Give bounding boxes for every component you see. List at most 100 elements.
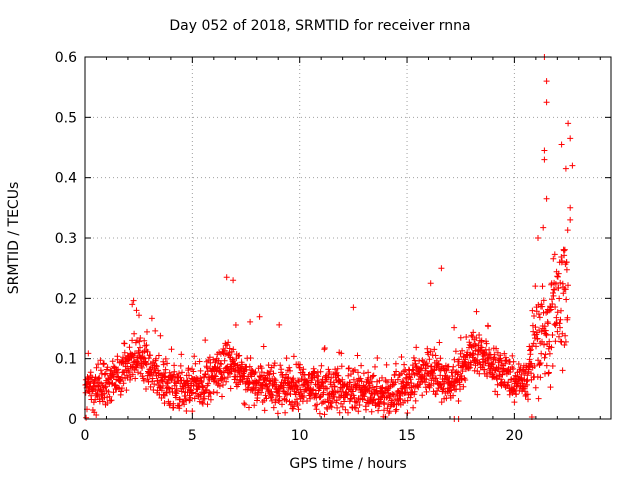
data-point-366	[176, 402, 183, 409]
data-point-993	[338, 350, 345, 357]
data-point-142	[119, 385, 125, 392]
data-point-916	[318, 362, 325, 369]
data-point-498	[210, 389, 217, 395]
data-point-1390	[440, 385, 447, 392]
data-point-1843	[557, 279, 564, 286]
data-point-1782	[541, 354, 548, 361]
data-point-228	[141, 337, 148, 344]
data-point-1042	[350, 376, 357, 383]
data-point-1626	[501, 350, 508, 357]
data-point-1875	[129, 301, 136, 308]
data-point-1735	[529, 307, 536, 314]
data-point-392	[183, 408, 190, 414]
data-point-1837	[555, 270, 562, 277]
data-point-1823	[552, 304, 559, 310]
y-tick-label-2: 0.2	[55, 291, 77, 307]
data-point-1864	[562, 286, 569, 293]
data-point-843	[299, 392, 306, 399]
data-point-424	[191, 395, 198, 402]
data-point-1548	[481, 366, 488, 373]
data-point-655	[251, 402, 258, 409]
data-point-1205	[392, 360, 399, 367]
data-point-1529	[476, 370, 483, 377]
data-point-267	[151, 381, 158, 388]
data-point-1813	[549, 332, 556, 338]
data-point-933	[322, 385, 329, 392]
data-point-1112	[368, 378, 375, 385]
data-point-1044	[351, 394, 358, 401]
data-point-33	[90, 399, 97, 406]
data-point-1207	[393, 406, 400, 413]
data-point-1559	[484, 373, 491, 380]
data-point-1169	[383, 361, 390, 368]
y-tick-label-1: 0.1	[55, 352, 77, 368]
data-point-1732	[528, 360, 535, 367]
data-point-1462	[459, 347, 466, 354]
data-point-715	[266, 371, 273, 378]
data-point-1862	[562, 332, 569, 339]
data-point-1816	[550, 255, 557, 262]
data-point-1759	[535, 395, 542, 402]
data-point-1790	[543, 331, 550, 338]
data-point-1097	[365, 369, 372, 376]
data-point-987	[336, 409, 343, 416]
data-point-1760	[535, 311, 542, 318]
data-point-766	[279, 374, 286, 380]
data-point-204	[135, 369, 141, 376]
data-point-1447	[455, 369, 462, 376]
data-point-1273	[410, 367, 417, 374]
y-tick-label-3: 0.3	[55, 231, 77, 247]
data-point-958	[329, 398, 336, 405]
x-tick-label-0: 0	[81, 428, 90, 444]
data-point-1070	[358, 362, 365, 369]
data-point-641	[247, 355, 254, 361]
data-point-1099	[365, 379, 372, 386]
data-point-486	[207, 390, 214, 397]
data-point-310	[162, 373, 169, 380]
x-tick-label-1: 5	[188, 428, 197, 444]
data-point-754	[276, 397, 283, 404]
data-point-1791	[543, 362, 550, 369]
data-point-9	[84, 379, 91, 386]
data-point-913	[317, 368, 324, 375]
data-point-660	[252, 369, 259, 376]
data-point-1089	[363, 406, 369, 413]
data-point-405	[186, 386, 193, 393]
data-point-170	[126, 369, 133, 376]
data-point-1809	[548, 344, 555, 351]
data-point-385	[181, 393, 188, 399]
data-point-846	[300, 366, 307, 373]
data-point-1895	[569, 162, 576, 169]
data-point-96	[107, 397, 114, 404]
data-point-209	[136, 338, 143, 345]
data-point-1767	[537, 360, 544, 366]
data-point-752	[276, 321, 283, 328]
data-point-1159	[381, 407, 387, 414]
data-point-1788	[543, 309, 550, 316]
data-point-109	[110, 389, 117, 396]
data-point-1402	[443, 367, 450, 374]
data-point-208	[136, 312, 142, 319]
data-point-1329	[424, 362, 431, 369]
data-point-1278	[411, 388, 418, 395]
data-point-474	[204, 401, 211, 408]
data-point-1068	[357, 375, 364, 382]
data-point-1611	[497, 355, 504, 362]
data-point-122	[113, 369, 120, 376]
data-point-1772	[539, 338, 545, 345]
data-point-1272	[410, 404, 417, 411]
data-point-42	[93, 412, 100, 418]
data-point-1045	[351, 404, 358, 411]
data-point-560	[226, 345, 233, 352]
data-point-1034	[348, 395, 355, 402]
data-point-317	[164, 360, 171, 367]
data-point-1478	[463, 334, 470, 340]
data-point-237	[143, 342, 150, 349]
data-point-153	[121, 349, 128, 356]
data-point-1653	[508, 376, 515, 383]
data-point-1773	[539, 303, 546, 310]
x-tick-label-4: 20	[505, 428, 523, 444]
data-point-598	[236, 369, 243, 376]
data-point-1454	[457, 386, 463, 393]
